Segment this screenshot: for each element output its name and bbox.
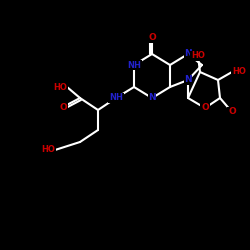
Text: O: O <box>59 102 67 112</box>
Text: NH: NH <box>127 60 141 70</box>
Text: HO: HO <box>232 68 246 76</box>
Text: N: N <box>184 50 192 58</box>
Text: NH: NH <box>109 94 123 102</box>
Text: N: N <box>148 94 156 102</box>
Text: N: N <box>184 76 192 84</box>
Text: HO: HO <box>41 146 55 154</box>
Text: O: O <box>228 108 236 116</box>
Text: HO: HO <box>191 52 205 60</box>
Text: O: O <box>148 34 156 42</box>
Text: O: O <box>201 104 209 112</box>
Text: HO: HO <box>53 82 67 92</box>
